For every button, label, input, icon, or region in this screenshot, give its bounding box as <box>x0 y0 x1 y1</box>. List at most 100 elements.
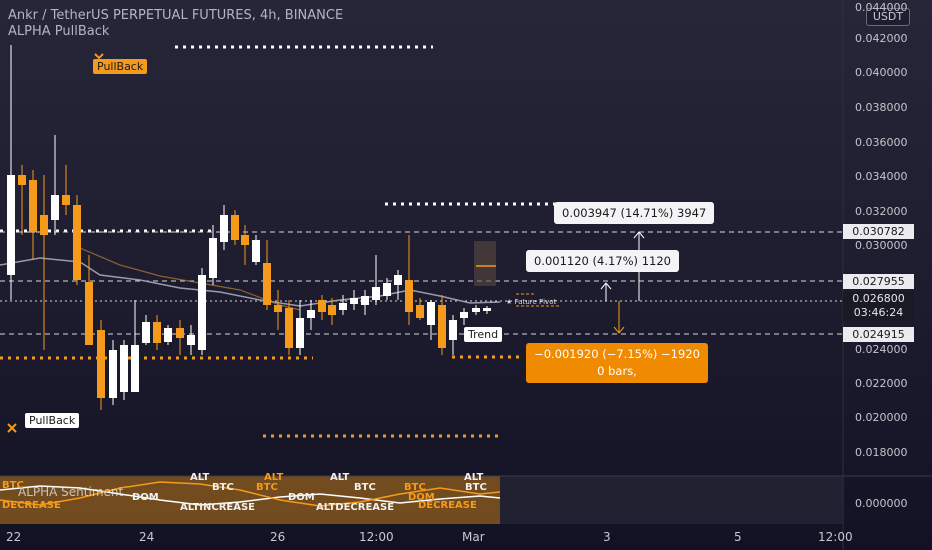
future-pivot-label: ★ Future Pivot <box>506 298 557 306</box>
candle-body <box>460 312 468 318</box>
sentiment-label: ALT <box>330 472 350 483</box>
candle-body <box>7 175 15 275</box>
sentiment-line <box>0 485 501 506</box>
candle-body <box>51 195 59 220</box>
sentiment-label: ALT <box>264 472 284 483</box>
indicator-panel-empty <box>500 476 843 524</box>
level-label-2: 0.027955 <box>843 274 914 289</box>
candle-body <box>438 305 446 348</box>
price-tick: 0.036000 <box>855 136 908 149</box>
sentiment-label: BTC <box>212 482 234 493</box>
price-tick: 0.032000 <box>855 205 908 218</box>
measure-down-bars: 0 bars, <box>597 364 637 378</box>
candle-body <box>274 305 282 312</box>
candle-body <box>109 350 117 398</box>
indicator-name: ALPHA PullBack <box>8 24 110 39</box>
candle-body <box>339 303 347 310</box>
measure-arrowhead-large <box>633 231 645 239</box>
candle-body <box>220 215 228 242</box>
price-tick: 0.018000 <box>855 446 908 459</box>
price-tick: 0.024000 <box>855 343 908 356</box>
sentiment-label: DOM <box>288 492 315 503</box>
sentiment-label: BTC <box>2 480 24 491</box>
candle-body <box>241 235 249 245</box>
time-tick: 24 <box>139 530 155 544</box>
price-tick: 0.034000 <box>855 170 908 183</box>
candle-body <box>383 283 391 296</box>
price-tick: 0.038000 <box>855 101 908 114</box>
candle-body <box>164 328 172 342</box>
sentiment-line-2 <box>0 481 501 507</box>
time-tick: 12:00 <box>818 530 853 544</box>
sentiment-label: DECREASE <box>2 500 61 511</box>
candle-body <box>209 238 217 278</box>
pullback-top-label: PullBack <box>93 59 148 74</box>
candles-group <box>7 45 491 410</box>
candle-body <box>296 318 304 348</box>
last-price-value: 0.026800 <box>852 292 905 305</box>
candle-body <box>405 280 413 312</box>
price-tick: 0.020000 <box>855 411 908 424</box>
sentiment-row-text: ALTDECREASE <box>316 502 395 513</box>
candle-body <box>153 322 161 343</box>
projection-box <box>474 241 496 286</box>
chart-title: Ankr / TetherUS PERPETUAL FUTURES, 4h, B… <box>8 8 344 23</box>
time-tick: 12:00 <box>359 530 394 544</box>
currency-button[interactable]: USDT <box>866 8 910 26</box>
measure-box-down[interactable]: −0.001920 (−7.15%) −1920 0 bars, <box>526 343 708 383</box>
candle-body <box>328 305 336 315</box>
measure-arrowhead-down <box>613 326 625 334</box>
candle-body <box>85 282 93 345</box>
candle-body <box>318 300 326 312</box>
sentiment-label: DOM <box>132 492 159 503</box>
candle-body <box>416 305 424 318</box>
measure-box-small[interactable]: 0.001120 (4.17%) 1120 <box>526 250 679 272</box>
time-tick: 26 <box>270 530 286 544</box>
price-tick: 0.022000 <box>855 377 908 390</box>
measure-arrowhead-small <box>600 282 612 290</box>
pullback-x-icon <box>7 423 17 433</box>
candle-body <box>120 345 128 392</box>
indicator-panel-title: ALPHA Sentiment <box>18 485 124 499</box>
candle-countdown: 03:46:24 <box>853 306 904 319</box>
sentiment-label: BTC <box>404 482 426 493</box>
candle-body <box>350 298 358 304</box>
candle-body <box>18 175 26 185</box>
moving-average-line <box>0 257 501 307</box>
level-label-1: 0.030782 <box>843 224 914 239</box>
time-tick: 5 <box>734 530 742 544</box>
trend-label: Trend <box>464 327 503 342</box>
candle-body <box>394 275 402 285</box>
candle-body <box>472 308 480 312</box>
sentiment-label: BTC <box>256 482 278 493</box>
sentiment-label: BTC <box>354 482 376 493</box>
candle-body <box>187 335 195 345</box>
candle-body <box>73 205 81 280</box>
sentiment-label: ALT <box>190 472 210 483</box>
indicator-zero-tick: 0.000000 <box>855 497 908 510</box>
candle-body <box>427 302 435 325</box>
sentiment-label: BTC <box>465 482 487 493</box>
pullback-bottom-label: PullBack <box>25 413 80 428</box>
time-tick: 22 <box>6 530 22 544</box>
candle-body <box>252 240 260 262</box>
sentiment-label: DECREASE <box>418 500 477 511</box>
time-tick: Mar <box>462 530 485 544</box>
candle-body <box>131 345 139 392</box>
price-tick: 0.042000 <box>855 32 908 45</box>
future-pivot-text: Future Pivot <box>514 298 557 306</box>
candle-body <box>285 308 293 348</box>
measure-box-large[interactable]: 0.003947 (14.71%) 3947 <box>554 202 715 224</box>
measure-down-value: −0.001920 (−7.15%) −1920 <box>534 347 700 361</box>
price-tick: 0.044000 <box>855 1 908 14</box>
price-tick: 0.030000 <box>855 239 908 252</box>
candle-body <box>372 287 380 300</box>
candle-body <box>263 263 271 305</box>
candle-body <box>231 215 239 240</box>
candle-body <box>97 330 105 398</box>
candle-body <box>176 328 184 338</box>
candle-body <box>307 310 315 318</box>
candle-body <box>62 195 70 205</box>
